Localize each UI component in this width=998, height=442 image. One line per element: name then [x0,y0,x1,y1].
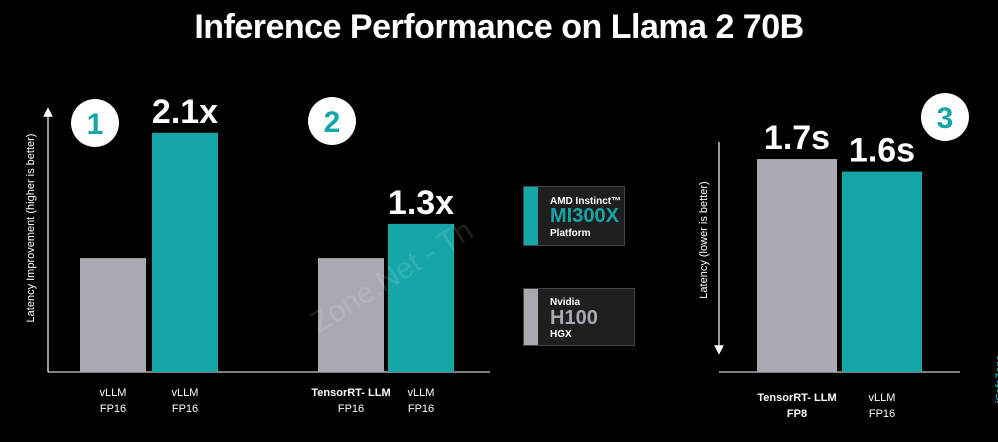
bar-panel3-0 [757,159,837,372]
legend-swatch-amd [524,187,538,245]
bar-panel2-1 [388,223,454,372]
category-label-panel2-0-line2: FP16 [338,403,364,415]
bar-panel1-1 [152,132,218,372]
category-label-panel2-1-line1: vLLM [408,387,435,399]
corner-watermark: iCafeZone [994,355,998,404]
category-label-panel3-0-line1: TensorRT- LLM [757,392,836,404]
category-label-panel3-1-line1: vLLM [869,392,896,404]
category-label-panel1-1-line2: FP16 [172,403,198,415]
y-axis-label-panel1: Latency Improvement (higher is better) [25,134,37,323]
legend-swatch-nvidia [524,289,538,345]
category-label-panel3-0-line2: FP8 [787,408,807,420]
value-label-panel2-1: 1.3x [388,184,454,222]
bar-panel2-0 [318,258,384,372]
legend-nvidia-line1: Nvidia [550,297,581,308]
legend-nvidia-line3: HGX [550,329,572,340]
category-label-panel2-1-line2: FP16 [408,403,434,415]
legend-amd-mi300x: AMD Instinct™ MI300X Platform [523,186,625,246]
category-label-panel3-1-line2: FP16 [869,408,895,420]
legend-nvidia-line2: H100 [550,307,598,329]
panel-badge-3 [921,93,969,141]
panel-badge-number-2: 2 [324,106,341,139]
y-axis-label-panel3: Latency (lower is better) [698,181,710,298]
value-label-panel3-1: 1.6s [849,132,915,170]
panel-badge-2 [308,97,356,145]
panel-badge-number-1: 1 [87,108,104,141]
legend-amd-line2: MI300X [550,205,619,227]
legend-amd-line1: AMD Instinct™ [550,196,622,207]
value-label-panel1-1: 2.1x [152,93,218,131]
legend-nvidia-h100: Nvidia H100 HGX [523,288,635,346]
bar-panel3-1 [842,171,922,372]
category-label-panel1-0-line2: FP16 [100,403,126,415]
legend-amd-line3: Platform [550,228,591,239]
chart-title: Inference Performance on Llama 2 70B [194,8,804,46]
category-label-panel1-1-line1: vLLM [172,387,199,399]
category-label-panel2-0-line1: TensorRT- LLM [311,387,390,399]
panel-badge-1 [71,99,119,147]
panel-badge-number-3: 3 [937,102,954,135]
bar-panel1-0 [80,258,146,372]
value-label-panel3-0: 1.7s [764,119,830,157]
category-label-panel1-0-line1: vLLM [100,387,127,399]
